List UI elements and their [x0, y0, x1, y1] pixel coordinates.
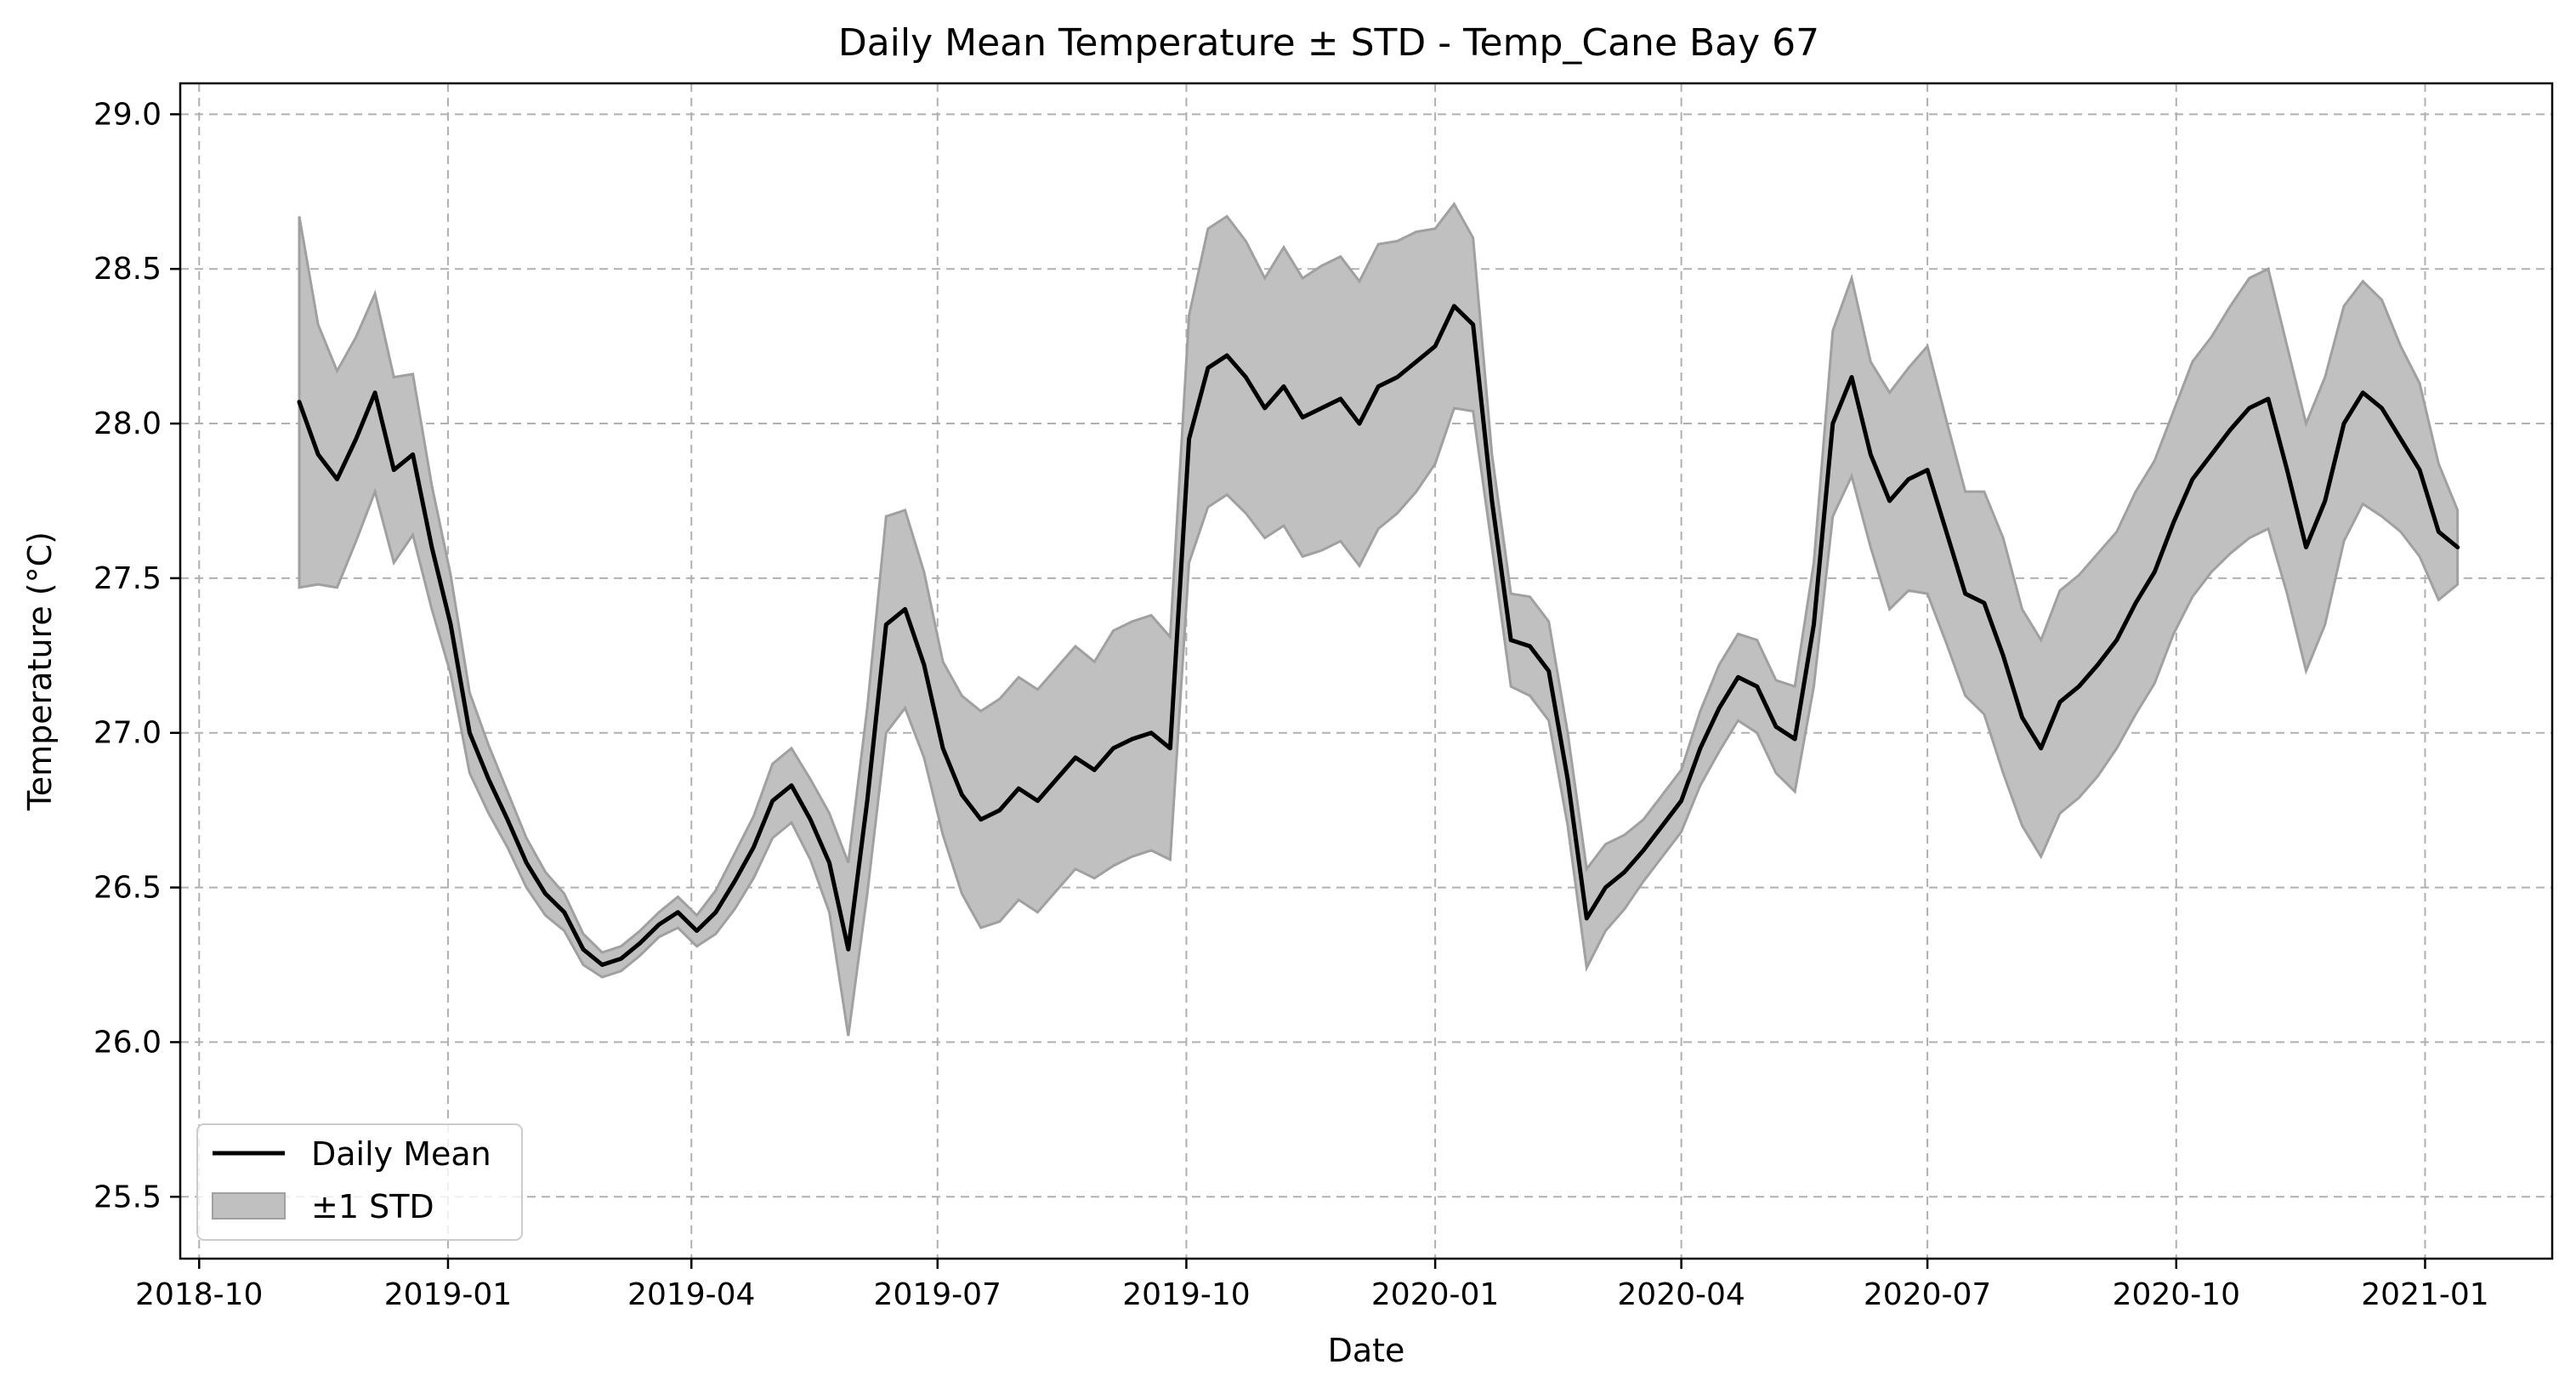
x-tick-label: 2020-04	[1617, 1277, 1745, 1312]
y-tick-label: 27.5	[94, 561, 162, 596]
legend-band-swatch	[212, 1192, 286, 1220]
legend-entry-daily-mean: Daily Mean	[311, 1135, 491, 1173]
std-band-layer	[298, 202, 2460, 1037]
y-tick-label: 26.0	[94, 1025, 162, 1060]
y-tick-label: 28.0	[94, 407, 162, 441]
x-tick-label: 2021-01	[2361, 1277, 2488, 1312]
x-tick-label: 2020-07	[1864, 1277, 1991, 1312]
x-axis: 2018-10 2019-01 2019-04 2019-07 2019-10 2020-…	[135, 1259, 2489, 1312]
mean-line-layer	[297, 304, 2460, 967]
y-tick-label: 25.5	[94, 1180, 162, 1214]
y-tick-label: 26.5	[94, 871, 162, 906]
daily-mean-line	[297, 304, 2460, 967]
chart-title: Daily Mean Temperature ± STD - Temp_Cane…	[838, 21, 1819, 65]
legend: Daily Mean ±1 STD	[196, 1123, 523, 1241]
legend-entry-std: ±1 STD	[311, 1188, 434, 1225]
x-tick-label: 2018-10	[135, 1277, 263, 1312]
y-axis: 25.5 26.0 26.5 27.0 27.5 28.0 28.5 29.0	[94, 97, 180, 1214]
y-tick-label: 28.5	[94, 252, 162, 287]
x-tick-label: 2019-01	[384, 1277, 512, 1312]
y-axis-label: Temperature (°C)	[21, 532, 59, 811]
y-tick-label: 27.0	[94, 716, 162, 751]
x-axis-label: Date	[1328, 1332, 1405, 1369]
x-tick-label: 2019-04	[627, 1277, 755, 1312]
x-tick-label: 2020-01	[1371, 1277, 1499, 1312]
x-tick-label: 2019-07	[874, 1277, 1001, 1312]
x-tick-label: 2019-10	[1122, 1277, 1250, 1312]
x-tick-label: 2020-10	[2113, 1277, 2240, 1312]
std-band	[298, 202, 2460, 1037]
plot-frame	[179, 82, 2554, 1260]
y-tick-label: 29.0	[94, 97, 162, 132]
